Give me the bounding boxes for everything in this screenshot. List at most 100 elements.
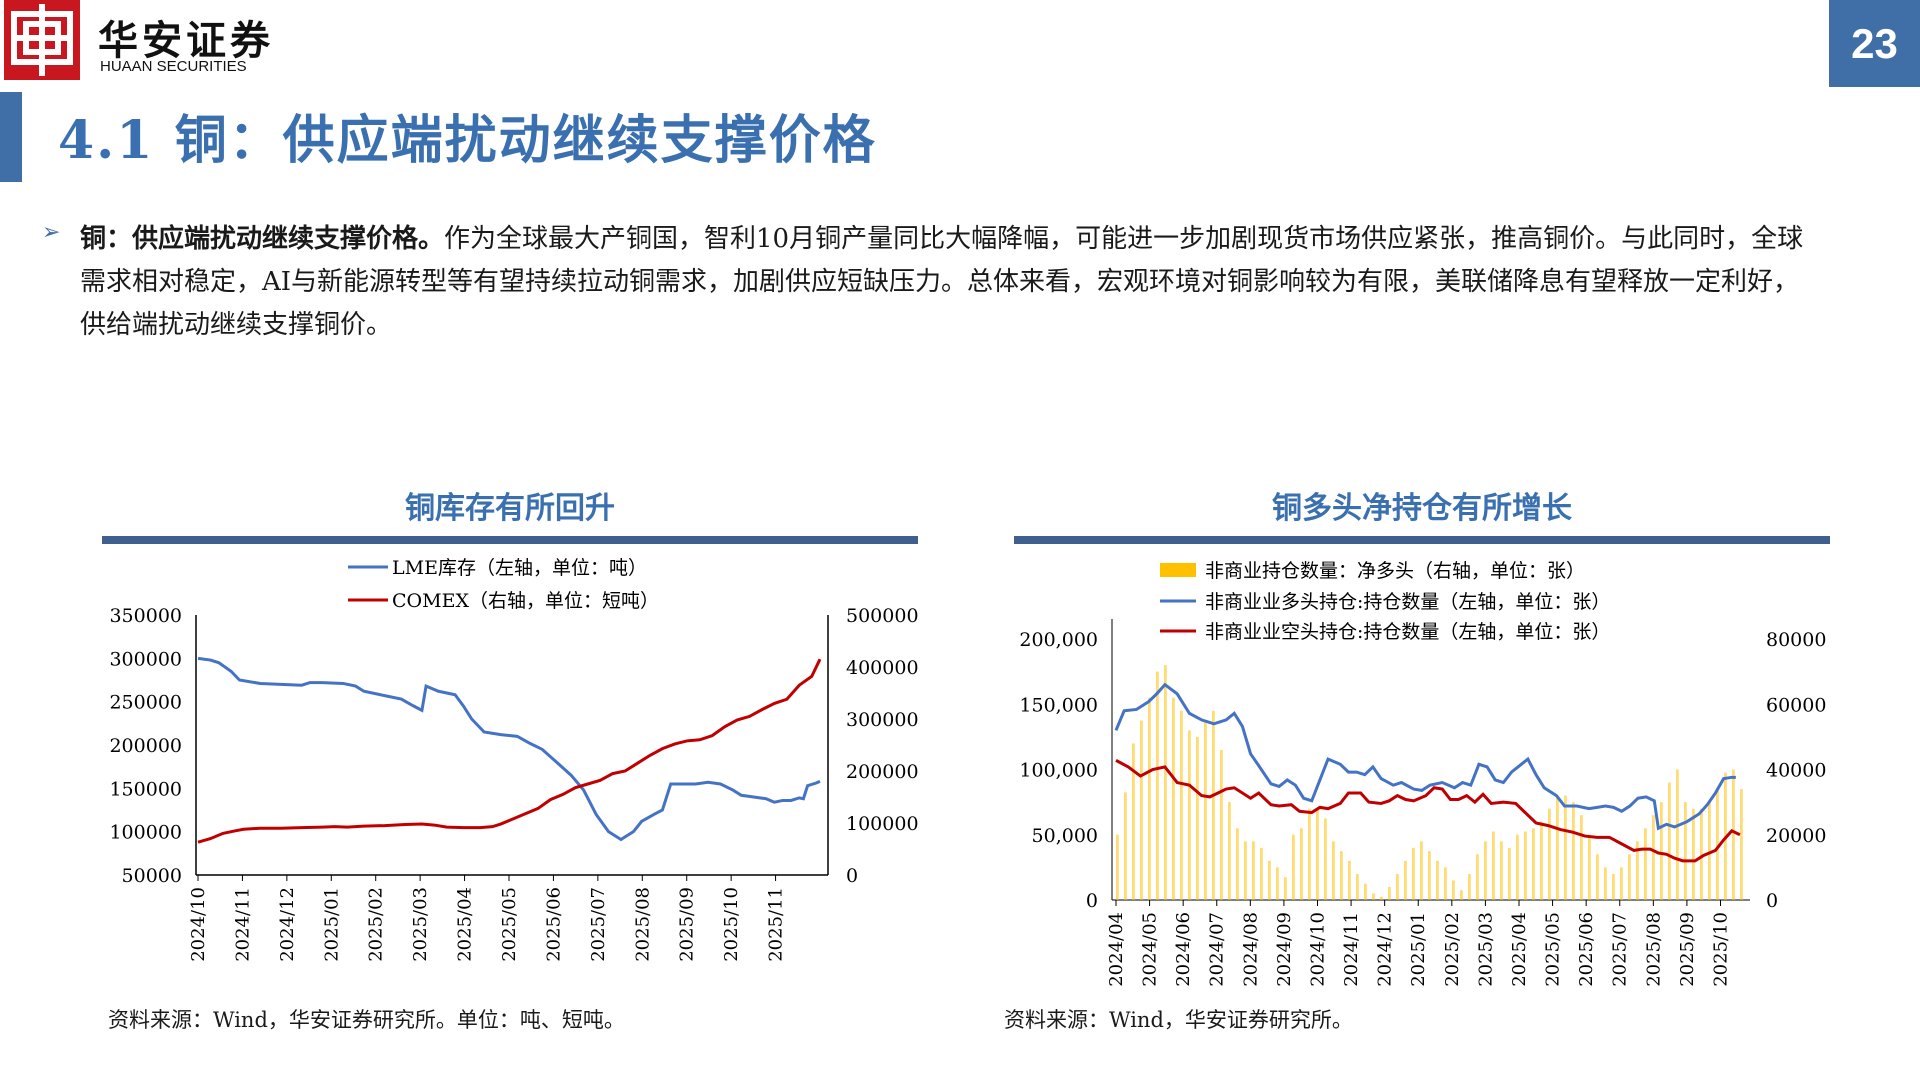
x-tick-label: 2025/10 [721,887,742,962]
net-long-bar [1252,841,1255,900]
net-long-bar [1620,867,1623,900]
y-right-tick-label: 80000 [1766,629,1826,651]
net-long-bar [1508,847,1511,900]
x-tick-label: 2025/11 [766,887,787,962]
right-chart-rule [1014,536,1830,544]
body-lead: 铜：供应端扰动继续支撑价格。 [80,224,445,254]
x-tick-label: 2025/04 [455,887,476,962]
net-long-bar [1412,847,1415,900]
x-tick-label: 2024/08 [1240,912,1261,987]
net-long-bar [1708,802,1711,900]
net-long-bar [1420,841,1423,900]
net-long-bar [1516,834,1519,900]
net-long-bar [1220,749,1223,900]
brand-name: 华安证券 [98,17,274,64]
y-left-tick-label: 200,000 [1019,629,1098,651]
x-tick-label: 2025/01 [1408,912,1429,987]
net-long-bar [1612,873,1615,900]
net-long-bar [1380,896,1383,900]
y-right-tick-label: 0 [1766,890,1778,912]
net-long-bar [1636,841,1639,900]
net-long-bar [1188,730,1191,900]
net-long-bar [1564,795,1567,900]
x-tick-label: 2024/06 [1173,912,1194,987]
y-right-tick-label: 0 [846,865,858,887]
y-right-tick-label: 300000 [846,709,919,731]
net-long-bar [1604,867,1607,900]
y-left-tick-label: 100000 [109,822,182,844]
x-tick-label: 2025/03 [410,887,431,962]
x-tick-label: 2024/12 [277,887,298,962]
x-tick-label: 2025/07 [1610,912,1631,987]
y-left-tick-label: 350000 [109,605,182,627]
net-long-bar [1228,802,1231,900]
net-long-bar [1684,802,1687,900]
net-long-bar [1476,854,1479,900]
x-tick-label: 2025/06 [543,887,564,962]
net-long-bar [1396,873,1399,900]
left-chart-rule [102,536,918,544]
net-long-bar [1596,854,1599,900]
net-long-bar [1116,834,1119,900]
net-long-bar [1308,808,1311,900]
net-long-bar [1212,710,1215,900]
net-long-bar [1124,792,1127,900]
x-tick-label: 2025/05 [1543,912,1564,987]
body-paragraph: 铜：供应端扰动继续支撑价格。作为全球最大产铜国，智利10月铜产量同比大幅降幅，可… [80,218,1820,347]
net-long-bar [1436,860,1439,900]
x-tick-label: 2024/04 [1106,912,1127,987]
net-long-bar [1300,828,1303,900]
x-tick-label: 2024/05 [1140,912,1161,987]
x-tick-label: 2024/10 [1307,912,1328,987]
y-left-tick-label: 50,000 [1032,825,1098,847]
net-long-bar [1484,841,1487,900]
net-long-bar [1364,883,1367,900]
net-long-bar [1268,860,1271,900]
net-long-bar [1444,867,1447,900]
net-long-bar [1132,743,1135,900]
y-left-tick-label: 100,000 [1019,760,1098,782]
net-long-chart: 非商业持仓数量：净多头（右轴，单位：张） 非商业业多头持仓:持仓数量（左轴，单位：… [1019,560,1826,987]
net-long-bar [1164,665,1167,900]
series-short-line [1115,759,1741,863]
x-tick-label: 2025/05 [499,887,520,962]
net-long-bar [1452,880,1455,900]
x-tick-label: 2025/10 [1710,912,1731,987]
right-chart-source: 资料来源：Wind，华安证券研究所。 [1004,1008,1353,1032]
net-long-bar [1404,860,1407,900]
legend-comex-label: COMEX（右轴，单位：短吨） [392,590,659,612]
x-tick-label: 2025/09 [1677,912,1698,987]
net-long-bar [1284,877,1287,900]
net-long-bar [1660,802,1663,900]
left-chart-title: 铜库存有所回升 [405,491,615,526]
net-long-bar [1588,834,1591,900]
bullet-arrow-icon: ➢ [42,220,61,245]
x-tick-label: 2025/06 [1576,912,1597,987]
legend-long-label: 非商业业多头持仓:持仓数量（左轴，单位：张） [1205,591,1610,613]
net-long-bar [1652,815,1655,900]
net-long-bar [1500,841,1503,900]
net-long-bar [1260,847,1263,900]
net-long-bar [1572,802,1575,900]
x-tick-label: 2025/02 [366,887,387,962]
net-long-bar [1244,841,1247,900]
net-long-bar [1340,851,1343,900]
net-long-bar [1156,671,1159,900]
page-number: 23 [1829,0,1920,87]
net-long-bar [1428,851,1431,900]
net-long-bar [1716,789,1719,900]
x-tick-label: 2025/08 [632,887,653,962]
net-long-bar [1388,886,1391,900]
net-long-bar [1740,789,1743,900]
net-long-bar [1332,841,1335,900]
series-comex-line [197,658,822,844]
net-long-bar [1180,710,1183,900]
title-accent-bar [0,92,22,182]
net-long-bar [1196,736,1199,900]
y-left-tick-label: 0 [1086,890,1098,912]
net-long-bar [1236,828,1239,900]
y-right-tick-label: 500000 [846,605,919,627]
net-long-bar [1644,828,1647,900]
x-tick-label: 2024/11 [1341,912,1362,987]
y-right-tick-label: 100000 [846,813,919,835]
